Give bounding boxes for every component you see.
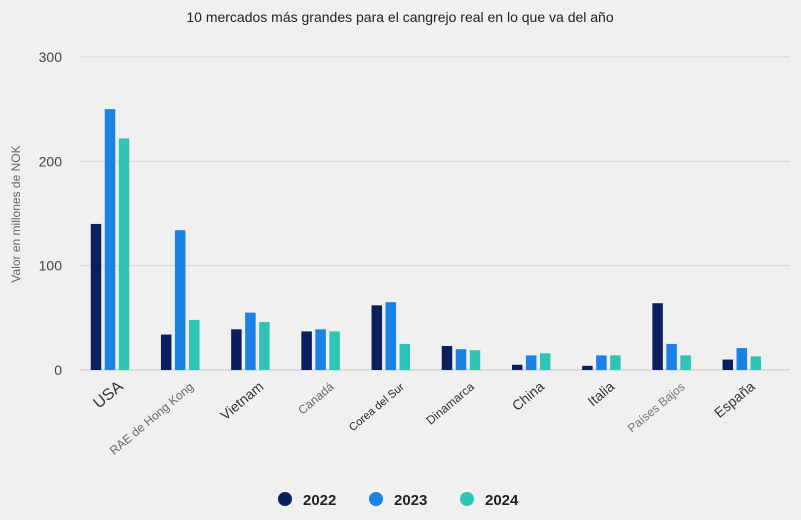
legend-label: 2023 [394, 492, 427, 509]
bar [174, 230, 186, 370]
bar [399, 343, 411, 370]
legend-label: 2024 [485, 492, 519, 509]
bar [722, 359, 734, 370]
bar [666, 343, 677, 370]
bar [188, 319, 200, 370]
bar [441, 346, 453, 370]
x-tick-label: Dinamarca [423, 379, 477, 427]
bar [750, 356, 762, 370]
bar [610, 355, 621, 370]
bar [259, 322, 270, 370]
bar [469, 350, 481, 370]
legend-marker [460, 492, 474, 506]
bar [596, 355, 607, 370]
bar [385, 302, 397, 370]
x-tick-label: España [711, 378, 758, 421]
legend-label: 2022 [303, 492, 336, 509]
legend-item[interactable]: 2024 [460, 492, 519, 509]
chart-title: 10 mercados más grandes para el cangrejo… [186, 9, 613, 25]
bar [736, 348, 748, 370]
bar [104, 109, 116, 371]
y-tick-label: 0 [54, 362, 62, 378]
legend: 2022 2023 2024 [278, 492, 519, 509]
y-tick-label: 100 [39, 258, 63, 274]
bar [118, 138, 130, 370]
bar [455, 349, 467, 370]
y-tick-label: 200 [39, 153, 63, 169]
legend-marker [278, 492, 292, 506]
x-tick-label: USA [90, 378, 126, 412]
x-tick-label: Vietnam [217, 378, 266, 423]
x-tick-label: China [509, 378, 547, 414]
x-tick-label: Países Bajos [625, 380, 688, 436]
y-tick-label: 300 [39, 49, 63, 65]
y-axis-label: Valor en millones de NOK [9, 145, 23, 282]
bars [90, 109, 762, 371]
bar [245, 312, 256, 370]
legend-item[interactable]: 2023 [369, 492, 427, 509]
legend-marker [369, 492, 383, 506]
bar [525, 355, 537, 370]
legend-item[interactable]: 2022 [278, 492, 336, 509]
bar [301, 331, 312, 370]
bar [680, 355, 691, 370]
bar [160, 334, 172, 370]
bar [315, 329, 326, 370]
bar [231, 329, 242, 370]
x-tick-label: Corea del Sur [347, 381, 407, 434]
bar [582, 365, 593, 370]
bar [90, 223, 102, 370]
bar [371, 305, 383, 370]
x-tick-label: Italia [584, 378, 617, 409]
bar [652, 303, 663, 370]
bar [329, 331, 340, 370]
bar [539, 353, 551, 370]
x-tick-label: Canadá [295, 379, 336, 417]
grid-lines: 0 100 200 300 [39, 49, 790, 378]
bar [511, 364, 523, 370]
